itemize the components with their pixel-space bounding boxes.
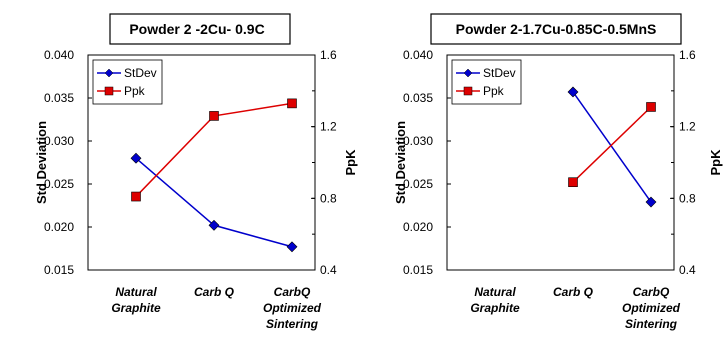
y-tick-label: 0.025 xyxy=(403,177,433,191)
y2-axis-title: PpK xyxy=(343,149,358,176)
y2-tick-label: 1.2 xyxy=(320,120,337,134)
x-category-label: Natural Graphite xyxy=(470,285,520,315)
chart-title: Powder 2 -2Cu- 0.9C xyxy=(129,21,264,37)
legend-marker-ppk xyxy=(104,86,114,96)
ppk-point xyxy=(568,177,578,188)
y-tick-label: 0.015 xyxy=(403,263,433,277)
y-axis-title: Std Deviation xyxy=(393,121,408,204)
y-tick-label: 0.015 xyxy=(44,263,74,277)
y-tick-label: 0.035 xyxy=(403,91,433,105)
stdev-point xyxy=(208,219,220,231)
y2-tick-label: 0.4 xyxy=(320,263,337,277)
y-axis-title: Std Deviation xyxy=(34,121,49,204)
legend-label: StDev xyxy=(124,66,157,80)
legend-marker-ppk xyxy=(463,86,473,96)
y-tick-label: 0.020 xyxy=(403,220,433,234)
legend-label: Ppk xyxy=(483,84,505,98)
series-line-stdev xyxy=(572,91,652,203)
x-category-label: CarbQ Optimized Sintering xyxy=(263,285,322,331)
stdev-point xyxy=(286,241,298,253)
stdev-point xyxy=(645,196,657,208)
chart-panel-1: Powder 2 -2Cu- 0.9C 0.015 0.020 0.025 0.030 0… xyxy=(34,13,358,331)
y-tick-label: 0.030 xyxy=(44,134,74,148)
y-tick-label: 0.020 xyxy=(44,220,74,234)
stdev-point xyxy=(130,152,142,164)
y-tick-label: 0.035 xyxy=(44,91,74,105)
ppk-point xyxy=(287,98,297,109)
legend-box xyxy=(451,59,522,105)
y2-axis-title: PpK xyxy=(708,149,723,176)
ppk-point xyxy=(131,191,141,202)
legend-label: StDev xyxy=(483,66,516,80)
chart-panel-2: Powder 2-1.7Cu-0.85C-0.5MnS 0.015 0.020 0.0… xyxy=(393,13,723,331)
chart-title-box xyxy=(109,13,291,45)
legend-label: Ppk xyxy=(124,84,146,98)
chart-title-box xyxy=(430,13,682,45)
y-tick-label: 0.040 xyxy=(44,48,74,62)
y2-tick-label: 0.4 xyxy=(679,263,696,277)
y-tick-label: 0.025 xyxy=(44,177,74,191)
x-category-label: Natural Graphite xyxy=(111,285,161,315)
y2-tick-label: 1.6 xyxy=(679,48,696,62)
ppk-point xyxy=(646,102,656,112)
legend-marker-stdev xyxy=(463,68,473,78)
series-line-ppk xyxy=(572,106,652,183)
stdev-point xyxy=(567,86,579,98)
legend-box xyxy=(92,59,163,105)
chart-title: Powder 2-1.7Cu-0.85C-0.5MnS xyxy=(456,21,657,37)
y2-tick-label: 0.8 xyxy=(679,191,696,205)
y2-tick-label: 0.8 xyxy=(320,191,337,205)
y2-tick-label: 1.6 xyxy=(320,48,337,62)
y-tick-label: 0.040 xyxy=(403,48,433,62)
legend-marker-stdev xyxy=(104,68,114,78)
ppk-point xyxy=(209,111,219,121)
y2-tick-label: 1.2 xyxy=(679,120,696,134)
x-category-label: Carb Q xyxy=(194,285,235,299)
x-category-label: Carb Q xyxy=(553,285,594,299)
y-tick-label: 0.030 xyxy=(403,134,433,148)
x-category-label: CarbQ Optimized Sintering xyxy=(622,285,681,331)
